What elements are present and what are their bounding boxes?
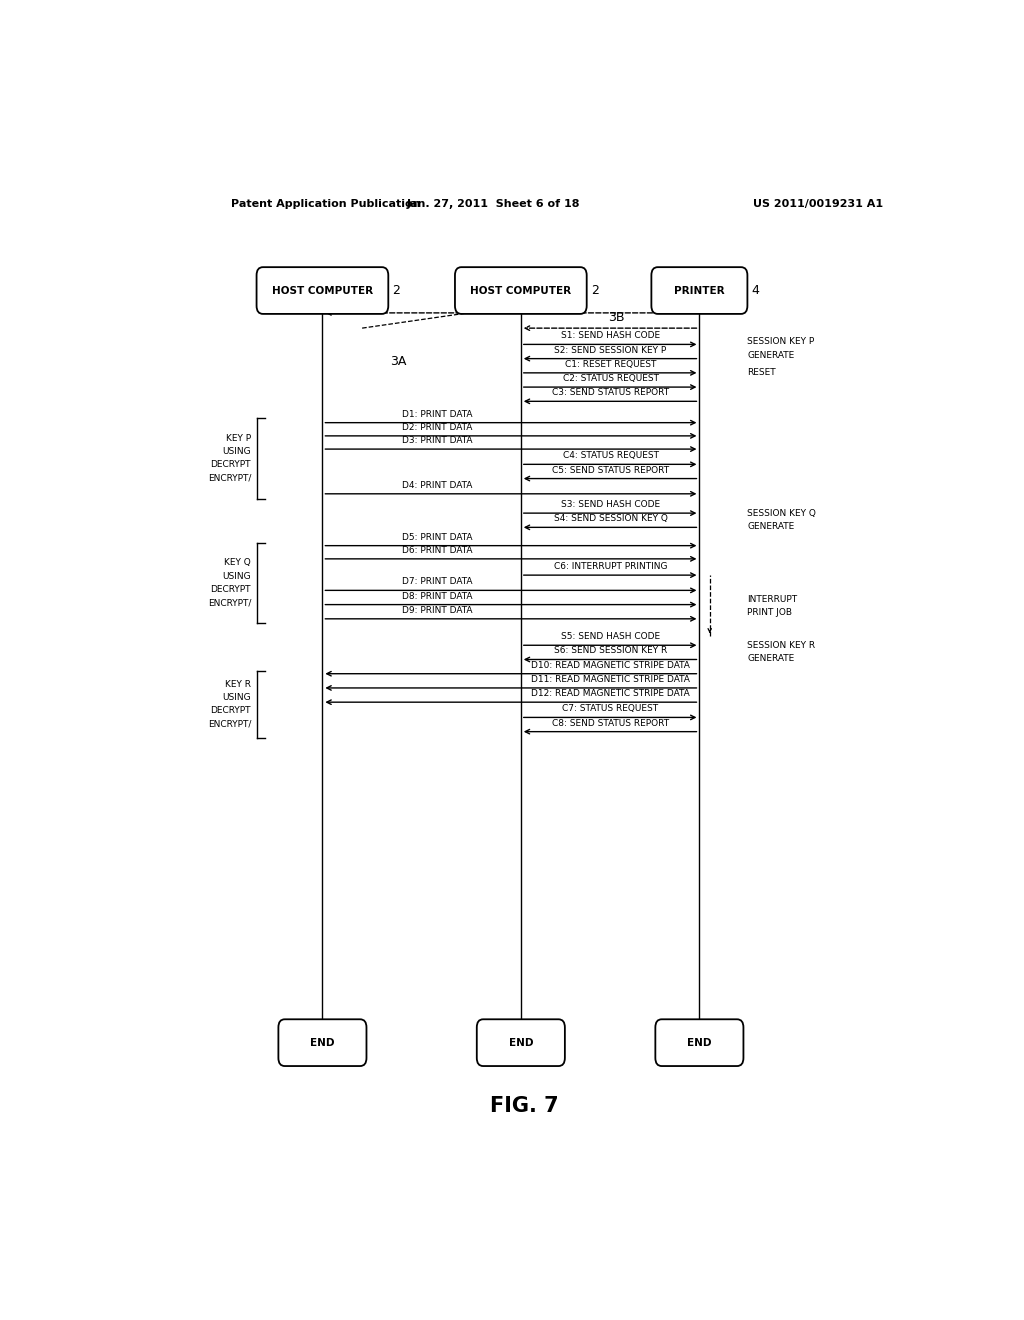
Text: GENERATE: GENERATE	[748, 523, 795, 532]
Text: C6: INTERRUPT PRINTING: C6: INTERRUPT PRINTING	[554, 562, 668, 572]
Text: S3: SEND HASH CODE: S3: SEND HASH CODE	[561, 500, 660, 510]
Text: GENERATE: GENERATE	[748, 351, 795, 359]
FancyBboxPatch shape	[455, 267, 587, 314]
Text: FIG. 7: FIG. 7	[490, 1096, 559, 1115]
FancyBboxPatch shape	[655, 1019, 743, 1067]
Text: Jan. 27, 2011  Sheet 6 of 18: Jan. 27, 2011 Sheet 6 of 18	[407, 199, 580, 209]
Text: Patent Application Publication: Patent Application Publication	[231, 199, 421, 209]
Text: D4: PRINT DATA: D4: PRINT DATA	[402, 480, 473, 490]
Text: END: END	[509, 1038, 534, 1048]
Text: S1: SEND HASH CODE: S1: SEND HASH CODE	[561, 331, 660, 341]
Text: S5: SEND HASH CODE: S5: SEND HASH CODE	[561, 632, 660, 642]
Text: C7: STATUS REQUEST: C7: STATUS REQUEST	[562, 705, 658, 713]
Text: D7: PRINT DATA: D7: PRINT DATA	[402, 577, 473, 586]
Text: D12: READ MAGNETIC STRIPE DATA: D12: READ MAGNETIC STRIPE DATA	[531, 689, 690, 698]
Text: D2: PRINT DATA: D2: PRINT DATA	[402, 422, 473, 432]
Text: S4: SEND SESSION KEY Q: S4: SEND SESSION KEY Q	[554, 515, 668, 523]
Text: END: END	[687, 1038, 712, 1048]
Text: KEY P: KEY P	[226, 434, 251, 444]
Text: D3: PRINT DATA: D3: PRINT DATA	[402, 436, 473, 445]
Text: D9: PRINT DATA: D9: PRINT DATA	[402, 606, 473, 615]
Text: DECRYPT: DECRYPT	[211, 585, 251, 594]
Text: KEY R: KEY R	[225, 680, 251, 689]
Text: S6: SEND SESSION KEY R: S6: SEND SESSION KEY R	[554, 647, 667, 656]
Text: RESET: RESET	[748, 368, 775, 378]
Text: C4: STATUS REQUEST: C4: STATUS REQUEST	[562, 451, 658, 461]
Text: SESSION KEY R: SESSION KEY R	[748, 642, 815, 651]
FancyBboxPatch shape	[477, 1019, 565, 1067]
Text: SESSION KEY P: SESSION KEY P	[748, 338, 814, 346]
Text: GENERATE: GENERATE	[748, 655, 795, 664]
Text: PRINTER: PRINTER	[674, 285, 725, 296]
Text: C5: SEND STATUS REPORT: C5: SEND STATUS REPORT	[552, 466, 669, 474]
Text: D5: PRINT DATA: D5: PRINT DATA	[402, 532, 473, 541]
Text: USING: USING	[222, 447, 251, 457]
Text: INTERRUPT: INTERRUPT	[748, 595, 797, 605]
Text: DECRYPT: DECRYPT	[211, 461, 251, 470]
Text: SESSION KEY Q: SESSION KEY Q	[748, 510, 816, 519]
Text: ENCRYPT/: ENCRYPT/	[208, 719, 251, 729]
Text: D6: PRINT DATA: D6: PRINT DATA	[402, 545, 473, 554]
Text: USING: USING	[222, 572, 251, 581]
Text: S2: SEND SESSION KEY P: S2: SEND SESSION KEY P	[554, 346, 667, 355]
FancyBboxPatch shape	[279, 1019, 367, 1067]
Text: 3B: 3B	[608, 312, 625, 325]
FancyBboxPatch shape	[651, 267, 748, 314]
Text: USING: USING	[222, 693, 251, 702]
Text: KEY Q: KEY Q	[224, 558, 251, 568]
Text: C2: STATUS REQUEST: C2: STATUS REQUEST	[562, 374, 658, 383]
Text: D8: PRINT DATA: D8: PRINT DATA	[402, 591, 473, 601]
Text: END: END	[310, 1038, 335, 1048]
Text: US 2011/0019231 A1: US 2011/0019231 A1	[754, 199, 884, 209]
Text: ENCRYPT/: ENCRYPT/	[208, 598, 251, 607]
Text: D10: READ MAGNETIC STRIPE DATA: D10: READ MAGNETIC STRIPE DATA	[531, 660, 690, 669]
Text: 4: 4	[752, 284, 759, 297]
Text: C8: SEND STATUS REPORT: C8: SEND STATUS REPORT	[552, 718, 669, 727]
Text: 2: 2	[591, 284, 599, 297]
FancyBboxPatch shape	[257, 267, 388, 314]
Text: D1: PRINT DATA: D1: PRINT DATA	[402, 409, 473, 418]
Text: 3A: 3A	[390, 355, 406, 368]
Text: HOST COMPUTER: HOST COMPUTER	[470, 285, 571, 296]
Text: D11: READ MAGNETIC STRIPE DATA: D11: READ MAGNETIC STRIPE DATA	[531, 675, 690, 684]
Text: HOST COMPUTER: HOST COMPUTER	[271, 285, 373, 296]
Text: PRINT JOB: PRINT JOB	[748, 609, 792, 618]
Text: 2: 2	[392, 284, 400, 297]
Text: ENCRYPT/: ENCRYPT/	[208, 474, 251, 483]
Text: C3: SEND STATUS REPORT: C3: SEND STATUS REPORT	[552, 388, 669, 397]
Text: C1: RESET REQUEST: C1: RESET REQUEST	[565, 360, 656, 368]
Text: DECRYPT: DECRYPT	[211, 706, 251, 715]
